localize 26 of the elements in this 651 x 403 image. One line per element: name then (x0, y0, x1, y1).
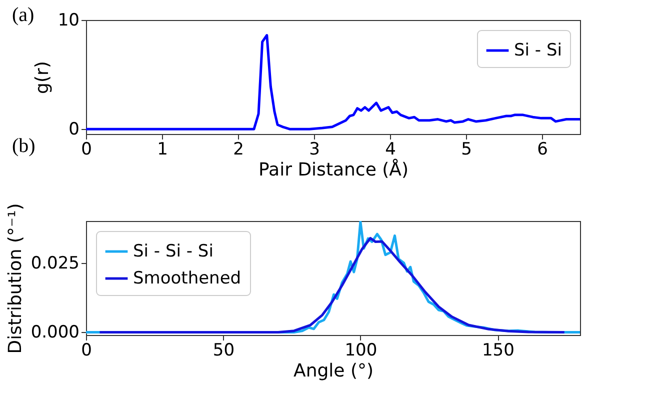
x-tick-label: 100 (344, 340, 378, 360)
y-tick-label: 10 (58, 10, 80, 30)
x-tick-label: 1 (157, 140, 168, 160)
y-tick-label: 0 (68, 120, 80, 140)
x-axis-title: Angle (°) (294, 360, 374, 382)
x-axis-title: Pair Distance (Å) (258, 158, 408, 180)
x-tick-label: 0 (81, 140, 92, 160)
y-tick-label: 0.025 (30, 253, 80, 274)
x-tick-label: 2 (233, 140, 244, 160)
legend-label: Si - Si (514, 40, 562, 60)
x-tick-label: 4 (385, 140, 396, 160)
line-series (86, 34, 580, 130)
y-axis-title: Distribution (°⁻¹) (4, 203, 26, 354)
x-tick-label: 50 (212, 340, 235, 360)
legend-label: Smoothened (133, 268, 242, 288)
line-series (98, 236, 566, 334)
x-tick-label: 150 (482, 340, 514, 360)
y-axis-title: g(r) (32, 61, 53, 94)
x-tick-label: 6 (537, 140, 548, 160)
x-tick-label: 3 (309, 140, 320, 160)
text: (a) (12, 4, 34, 27)
y-tick-label: 0.000 (30, 322, 80, 343)
x-tick-label: 5 (461, 140, 472, 160)
legend-label: Si - Si - Si (133, 242, 214, 262)
text: (b) (12, 135, 36, 158)
x-tick-label: 0 (81, 340, 92, 360)
